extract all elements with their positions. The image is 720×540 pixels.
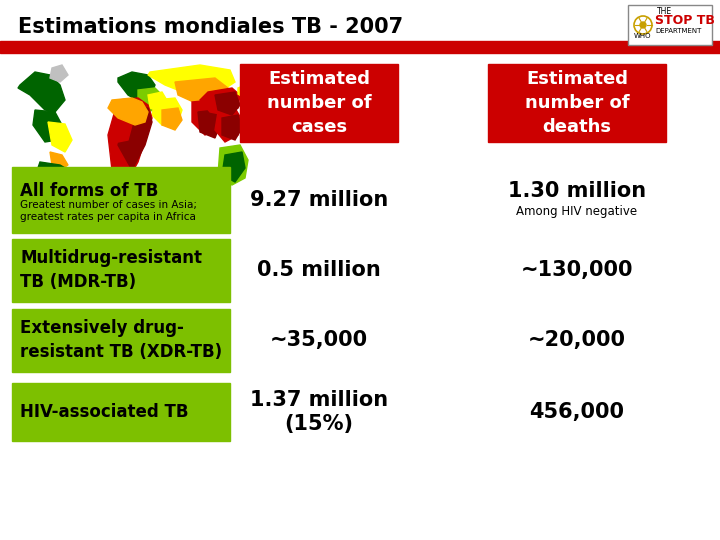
Polygon shape bbox=[138, 88, 162, 112]
Text: Extensively drug-
resistant TB (XDR-TB): Extensively drug- resistant TB (XDR-TB) bbox=[20, 319, 222, 361]
Bar bbox=[12, 383, 230, 441]
Text: Estimations mondiales TB - 2007: Estimations mondiales TB - 2007 bbox=[18, 17, 403, 37]
Polygon shape bbox=[192, 100, 220, 135]
Polygon shape bbox=[48, 122, 72, 152]
Polygon shape bbox=[215, 108, 242, 142]
Text: THE: THE bbox=[657, 8, 672, 17]
Text: Estimated
number of
cases: Estimated number of cases bbox=[266, 70, 372, 136]
Polygon shape bbox=[50, 152, 68, 170]
Bar bbox=[12, 308, 230, 372]
Text: 1.30 million: 1.30 million bbox=[508, 181, 646, 201]
Polygon shape bbox=[222, 152, 245, 182]
Polygon shape bbox=[200, 88, 240, 115]
Text: 456,000: 456,000 bbox=[529, 402, 624, 422]
Bar bbox=[12, 58, 230, 192]
Polygon shape bbox=[18, 72, 65, 112]
Text: 0.5 million: 0.5 million bbox=[257, 260, 381, 280]
Bar bbox=[12, 167, 230, 233]
Text: Greatest number of cases in Asia;
greatest rates per capita in Africa: Greatest number of cases in Asia; greate… bbox=[20, 200, 197, 222]
Text: Among HIV negative: Among HIV negative bbox=[516, 205, 638, 218]
Polygon shape bbox=[148, 92, 168, 112]
Text: All forms of TB: All forms of TB bbox=[20, 182, 158, 200]
Polygon shape bbox=[215, 92, 240, 115]
Bar bbox=[0, 41, 720, 53]
Text: Estimated
number of
deaths: Estimated number of deaths bbox=[525, 70, 629, 136]
Polygon shape bbox=[118, 108, 152, 170]
Polygon shape bbox=[152, 98, 182, 125]
Polygon shape bbox=[222, 115, 242, 140]
Text: DEPARTMENT: DEPARTMENT bbox=[655, 28, 701, 34]
Text: HIV-associated TB: HIV-associated TB bbox=[20, 403, 189, 421]
Bar bbox=[488, 64, 666, 142]
Text: WHO: WHO bbox=[634, 33, 652, 39]
Bar bbox=[240, 64, 398, 142]
Bar bbox=[12, 239, 230, 301]
Circle shape bbox=[640, 22, 646, 28]
Polygon shape bbox=[112, 112, 132, 142]
Text: ~130,000: ~130,000 bbox=[521, 260, 634, 280]
Text: 1.37 million
(15%): 1.37 million (15%) bbox=[250, 389, 388, 434]
Polygon shape bbox=[52, 172, 70, 205]
Polygon shape bbox=[175, 78, 228, 105]
Polygon shape bbox=[50, 175, 67, 195]
Polygon shape bbox=[198, 110, 220, 138]
Polygon shape bbox=[33, 110, 62, 142]
Polygon shape bbox=[238, 85, 248, 98]
Polygon shape bbox=[50, 65, 68, 82]
Polygon shape bbox=[118, 72, 155, 102]
Text: Multidrug-resistant
TB (MDR-TB): Multidrug-resistant TB (MDR-TB) bbox=[20, 249, 202, 291]
Polygon shape bbox=[148, 65, 235, 95]
Polygon shape bbox=[162, 108, 182, 130]
Text: ~20,000: ~20,000 bbox=[528, 330, 626, 350]
Text: ~35,000: ~35,000 bbox=[270, 330, 368, 350]
Polygon shape bbox=[108, 98, 152, 185]
Text: STOP TB: STOP TB bbox=[655, 15, 715, 28]
Text: 9.27 million: 9.27 million bbox=[250, 190, 388, 210]
Bar bbox=[628, 5, 712, 45]
Polygon shape bbox=[108, 98, 148, 125]
Polygon shape bbox=[218, 145, 248, 185]
Polygon shape bbox=[32, 162, 72, 210]
